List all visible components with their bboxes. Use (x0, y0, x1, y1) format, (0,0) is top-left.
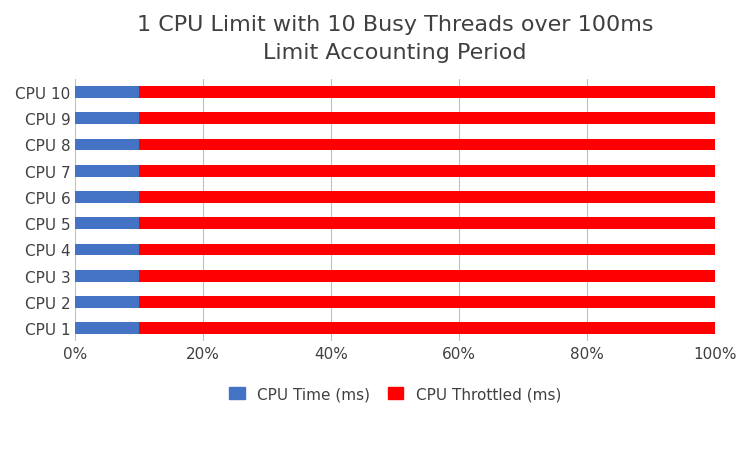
Bar (139, 270, 715, 282)
Bar (139, 322, 715, 334)
Title: 1 CPU Limit with 10 Busy Threads over 100ms
Limit Accounting Period: 1 CPU Limit with 10 Busy Threads over 10… (137, 15, 653, 63)
Bar (75, 322, 139, 334)
Bar (139, 192, 715, 203)
Bar (139, 166, 715, 177)
Bar (139, 139, 715, 151)
Legend: CPU Time (ms), CPU Throttled (ms): CPU Time (ms), CPU Throttled (ms) (223, 381, 567, 408)
Bar (75, 192, 139, 203)
Bar (75, 270, 139, 282)
Bar (75, 139, 139, 151)
Bar (139, 87, 715, 99)
Bar (139, 113, 715, 125)
Bar (75, 296, 139, 308)
Bar (139, 296, 715, 308)
Bar (139, 218, 715, 230)
Bar (75, 244, 139, 256)
Bar (75, 87, 139, 99)
Bar (75, 113, 139, 125)
Bar (75, 218, 139, 230)
Bar (75, 166, 139, 177)
Bar (139, 244, 715, 256)
